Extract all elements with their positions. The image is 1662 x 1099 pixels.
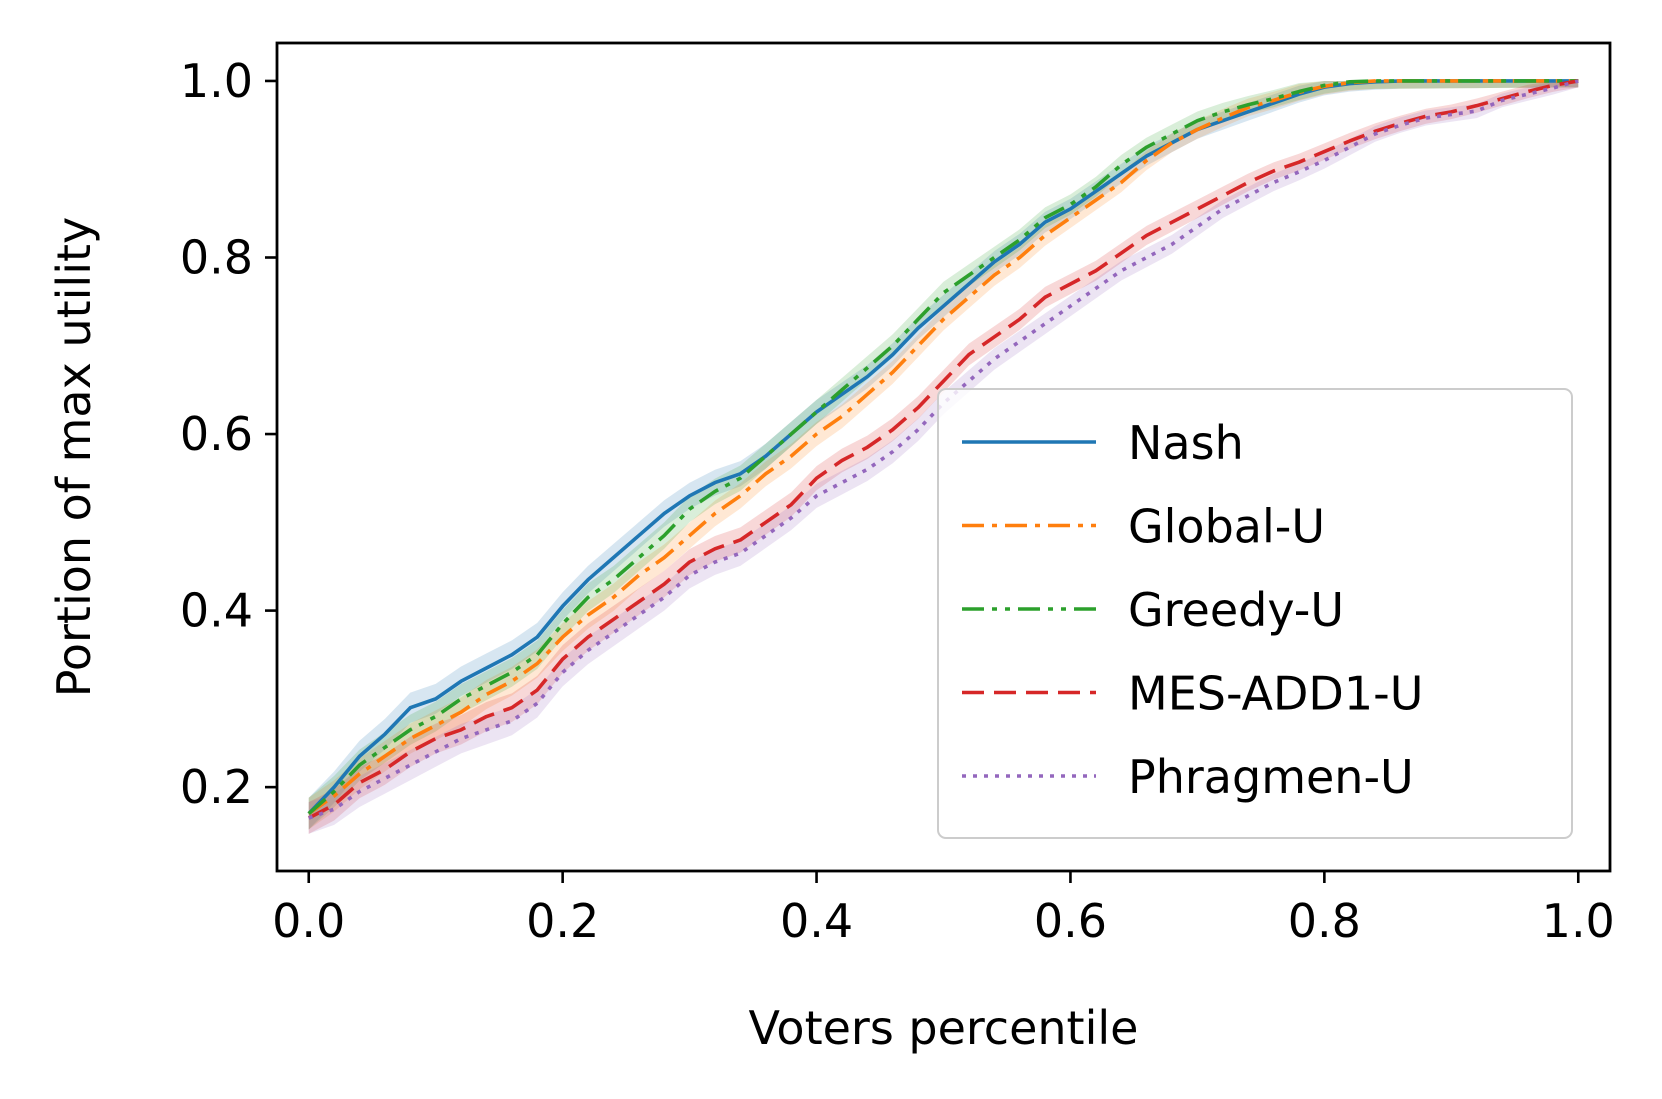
y-tick-label: 0.8	[180, 231, 253, 285]
y-tick-label: 0.4	[180, 584, 253, 638]
x-tick-label: 0.8	[1288, 894, 1361, 948]
band-phragmen-u	[308, 80, 1579, 834]
confidence-bands	[308, 80, 1579, 834]
legend-item-global-u: Global-U	[962, 500, 1325, 554]
legend-label: Greedy-U	[1128, 583, 1344, 637]
x-axis-ticks: 0.0 0.2 0.4 0.6 0.8 1.0	[272, 871, 1615, 948]
x-axis-label: Voters percentile	[749, 1001, 1139, 1055]
series-line-mes-add1-u	[307, 79, 1579, 820]
x-tick-label: 0.2	[526, 894, 599, 948]
legend-item-greedy-u: Greedy-U	[962, 583, 1344, 637]
x-tick-label: 0.4	[780, 894, 853, 948]
y-tick-label: 1.0	[180, 54, 253, 108]
legend-label: Global-U	[1128, 500, 1325, 554]
y-axis-ticks: 0.2 0.4 0.6 0.8 1.0	[180, 54, 277, 814]
legend-label: Phragmen-U	[1128, 750, 1414, 804]
legend-item-nash: Nash	[962, 416, 1244, 470]
legend: Nash Global-U Greedy-U MES-ADD1-U Phragmen-U	[937, 388, 1573, 839]
series-line-phragmen-u	[308, 79, 1579, 820]
plot-frame	[275, 41, 1612, 873]
legend-box	[937, 388, 1573, 839]
legend-item-phragmen-u: Phragmen-U	[962, 750, 1414, 804]
y-tick-label: 0.2	[180, 760, 253, 814]
x-tick-label: 0.0	[272, 894, 345, 948]
legend-label: MES-ADD1-U	[1128, 667, 1423, 721]
y-tick-label: 0.6	[180, 407, 253, 461]
y-axis-label: Portion of max utility	[47, 217, 101, 697]
legend-item-mes-add1-u: MES-ADD1-U	[962, 667, 1423, 721]
x-tick-label: 0.6	[1034, 894, 1107, 948]
legend-label: Nash	[1128, 416, 1244, 470]
series-lines	[307, 79, 1579, 820]
series-line-greedy-u	[307, 79, 1579, 815]
x-tick-label: 1.0	[1542, 894, 1615, 948]
